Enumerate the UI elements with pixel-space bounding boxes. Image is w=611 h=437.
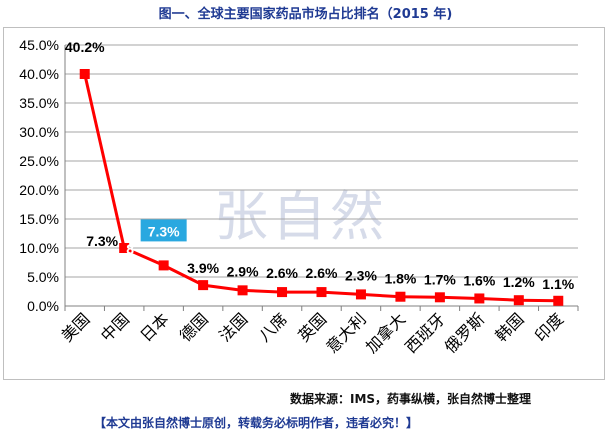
x-tick-label: 法国 [215,309,251,345]
data-label: 3.9% [187,260,219,276]
data-label-extra: 8 [126,241,134,257]
y-tick-label: 40.0% [19,66,59,82]
x-tick-label: 美国 [57,309,93,345]
data-point [79,69,90,79]
data-label: 1.8% [384,271,416,287]
data-point [277,287,288,298]
chart-frame [3,27,605,380]
data-label-box [140,219,187,242]
y-tick-label: 0.0% [27,298,59,314]
x-tick-label: 韩国 [492,309,528,345]
data-point [434,292,445,303]
data-label: 2.9% [227,263,259,279]
y-tick-label: 15.0% [19,211,59,227]
data-label: 2.6% [306,265,338,281]
data-point [316,287,327,298]
x-tick-label: 加拿大 [362,309,409,356]
data-point [119,243,130,253]
data-label: 2.3% [345,267,377,283]
data-point [158,260,169,271]
data-label: 1.2% [503,274,535,290]
x-tick-label: 日本 [136,309,172,345]
y-tick-label: 30.0% [19,124,59,140]
x-tick-label: 意大利 [322,309,369,356]
x-tick-label: 西班牙 [401,309,448,356]
data-label: 40.2% [65,39,105,55]
y-tick-label: 35.0% [19,95,59,111]
copyright-notice: 【本文由张自然博士原创，转载务必标明作者，违者必究！】 [94,416,419,430]
data-point [355,289,366,300]
y-tick-label: 5.0% [27,269,59,285]
watermark-text: 张自然 [214,185,388,248]
data-label: 2.6% [266,265,298,281]
data-source-note: 数据来源：IMS，药事纵横，张自然博士整理 [290,392,532,406]
data-label: 1.7% [424,271,456,287]
y-tick-label: 10.0% [19,240,59,256]
data-label: 7.3% [148,223,180,239]
data-label: 1.1% [542,276,574,292]
data-point [198,280,209,291]
data-label: 7.3% [86,233,118,249]
x-tick-label: 八席 [255,309,291,345]
data-point [474,293,485,304]
data-point [395,291,406,302]
x-tick-label: 中国 [97,309,133,345]
y-tick-label: 45.0% [19,37,59,53]
chart-title: 图一、全球主要国家药品市场占比排名（2015 年) [158,7,453,22]
y-tick-label: 25.0% [19,153,59,169]
data-point [513,295,524,306]
x-tick-label: 德国 [176,309,212,345]
data-point [237,285,248,296]
y-tick-label: 20.0% [19,182,59,198]
data-label: 1.6% [463,272,495,288]
data-point [553,295,564,306]
x-tick-label: 印度 [531,309,567,345]
x-tick-label: 俄罗斯 [441,309,488,356]
